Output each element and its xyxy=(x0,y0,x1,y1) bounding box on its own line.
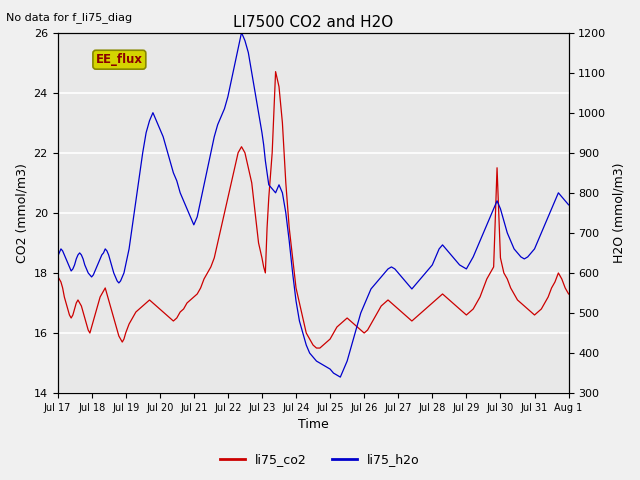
Text: No data for f_li75_diag: No data for f_li75_diag xyxy=(6,12,132,23)
Legend: li75_co2, li75_h2o: li75_co2, li75_h2o xyxy=(215,448,425,471)
Title: LI7500 CO2 and H2O: LI7500 CO2 and H2O xyxy=(233,15,393,30)
Y-axis label: H2O (mmol/m3): H2O (mmol/m3) xyxy=(612,163,625,263)
Text: EE_flux: EE_flux xyxy=(96,53,143,66)
X-axis label: Time: Time xyxy=(298,419,328,432)
Y-axis label: CO2 (mmol/m3): CO2 (mmol/m3) xyxy=(15,163,28,263)
